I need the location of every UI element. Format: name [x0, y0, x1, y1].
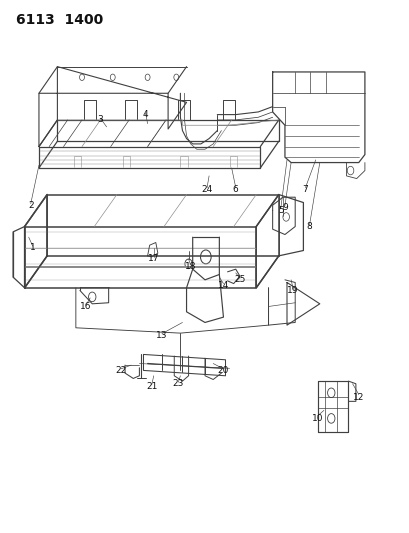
Text: 21: 21 — [146, 382, 157, 391]
Text: 9: 9 — [281, 204, 287, 212]
Text: 19: 19 — [287, 286, 298, 295]
Text: 6: 6 — [232, 185, 238, 193]
Text: 14: 14 — [217, 281, 229, 289]
Text: 20: 20 — [217, 366, 229, 375]
Text: 12: 12 — [352, 393, 364, 401]
Text: 17: 17 — [148, 254, 159, 263]
Text: 22: 22 — [115, 366, 126, 375]
Text: 24: 24 — [201, 185, 212, 193]
Text: 2: 2 — [28, 201, 34, 209]
Text: 4: 4 — [142, 110, 148, 119]
Text: 6113  1400: 6113 1400 — [16, 13, 103, 27]
Text: 23: 23 — [172, 379, 184, 388]
Text: 13: 13 — [156, 332, 167, 340]
Text: 3: 3 — [97, 116, 103, 124]
Text: 1: 1 — [30, 244, 36, 252]
Text: 18: 18 — [184, 262, 196, 271]
Text: 25: 25 — [234, 276, 245, 284]
Text: 5: 5 — [277, 206, 283, 215]
Text: 7: 7 — [302, 185, 308, 193]
Text: 8: 8 — [306, 222, 312, 231]
Text: 16: 16 — [80, 302, 92, 311]
Text: 10: 10 — [311, 414, 323, 423]
